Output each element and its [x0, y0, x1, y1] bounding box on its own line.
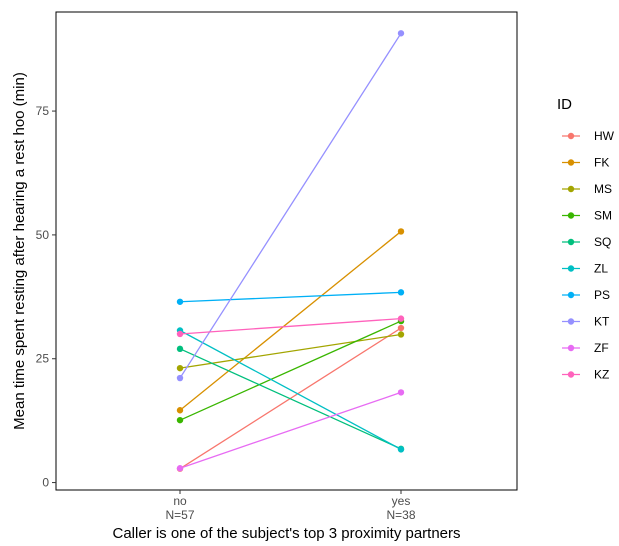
- x-tick-label: yes: [392, 494, 411, 508]
- series-line-kz: [179, 317, 402, 335]
- series-line-ms: [179, 333, 402, 369]
- data-point-kt: [176, 374, 184, 382]
- legend-label: ZL: [594, 262, 608, 276]
- series-line-kt: [179, 32, 402, 379]
- data-point-kz: [176, 330, 184, 338]
- legend-key-point: [567, 318, 575, 325]
- data-point-ps: [176, 298, 184, 305]
- legend-item-fk: FK: [562, 156, 609, 170]
- series-zf: [176, 389, 405, 472]
- legend-item-sm: SM: [562, 209, 612, 223]
- data-point-kt: [397, 30, 405, 37]
- data-point-fk: [176, 407, 184, 414]
- series-line-sq: [179, 348, 402, 450]
- y-axis-title: Mean time spent resting after hearing a …: [11, 72, 28, 430]
- legend-title: ID: [557, 96, 572, 113]
- series-ps: [176, 289, 405, 305]
- x-tick-sublabel: N=57: [165, 508, 194, 522]
- series-line-sm: [179, 320, 402, 421]
- data-point-zf: [397, 389, 405, 396]
- y-tick-label: 50: [36, 228, 50, 242]
- series-kz: [176, 315, 405, 338]
- legend-item-zl: ZL: [562, 262, 608, 276]
- legend-item-ps: PS: [562, 288, 610, 302]
- series-line-fk: [179, 230, 402, 411]
- legend-key-point: [567, 344, 575, 352]
- data-point-hw: [397, 324, 405, 332]
- y-tick-label: 75: [36, 104, 50, 118]
- legend-key-point: [567, 212, 575, 219]
- data-point-ms: [397, 331, 405, 338]
- legend-item-kz: KZ: [562, 368, 609, 382]
- series-line-zl: [179, 329, 402, 450]
- legend-key-point: [567, 371, 575, 378]
- legend-key-point: [567, 185, 575, 193]
- legend-item-sq: SQ: [562, 235, 611, 249]
- data-point-ps: [397, 289, 405, 296]
- series-fk: [176, 228, 405, 414]
- y-axis: 0 25 50 75: [36, 104, 56, 490]
- data-point-zl: [397, 446, 405, 453]
- series-kt: [176, 30, 405, 382]
- plot-panel: [55, 11, 518, 491]
- series-layer: [176, 30, 405, 472]
- legend-label: KZ: [594, 368, 609, 382]
- legend-key-point: [567, 238, 575, 246]
- data-point-ms: [176, 364, 184, 372]
- legend-item-zf: ZF: [562, 341, 609, 355]
- data-point-fk: [397, 228, 405, 235]
- data-point-sq: [176, 345, 184, 353]
- data-point-sm: [176, 416, 184, 424]
- series-ms: [176, 331, 405, 372]
- legend-item-hw: HW: [562, 129, 615, 143]
- legend-key-point: [567, 132, 575, 140]
- y-tick-label: 0: [42, 476, 49, 490]
- series-line-ps: [179, 291, 402, 303]
- legend-label: SQ: [594, 235, 611, 249]
- legend-key-point: [567, 291, 575, 299]
- legend-key-point: [567, 159, 575, 166]
- legend-label: HW: [594, 129, 615, 143]
- legend-item-kt: KT: [562, 315, 610, 329]
- data-point-zf: [176, 465, 184, 472]
- legend-item-ms: MS: [562, 182, 612, 196]
- legend-label: FK: [594, 156, 609, 170]
- x-tick-label: no: [173, 494, 187, 508]
- legend: ID HW FK MS SM SQ ZL PS KT ZF KZ: [557, 96, 615, 382]
- series-line-zf: [179, 391, 402, 469]
- data-point-kz: [397, 315, 405, 322]
- legend-label: KT: [594, 315, 610, 329]
- y-tick-label: 25: [36, 352, 50, 366]
- legend-key-point: [567, 265, 575, 272]
- legend-label: MS: [594, 182, 612, 196]
- legend-label: SM: [594, 209, 612, 223]
- x-axis-title: Caller is one of the subject's top 3 pro…: [112, 525, 460, 542]
- x-tick-sublabel: N=38: [386, 508, 415, 522]
- legend-label: PS: [594, 288, 610, 302]
- legend-label: ZF: [594, 341, 609, 355]
